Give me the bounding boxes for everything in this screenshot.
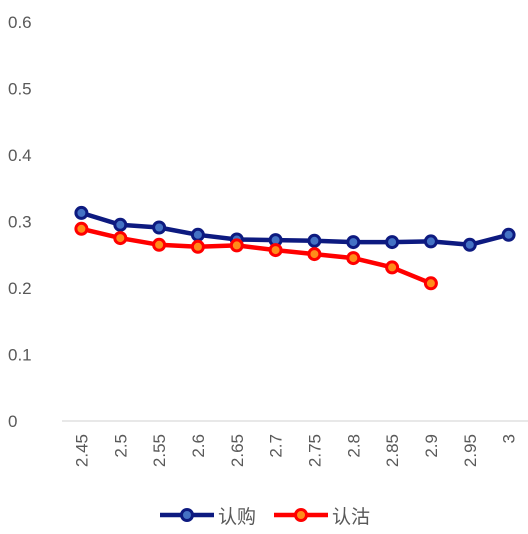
data-point [113, 231, 128, 246]
data-point [501, 227, 516, 242]
legend-label-call: 认购 [217, 506, 256, 528]
x-axis: 2.45 2.5 2.55 2.6 2.65 2.7 2.75 2.8 2.85 2.9 2.95 3 [72, 434, 518, 467]
legend-swatch-call [159, 508, 214, 522]
data-point [462, 237, 477, 252]
legend: 认购 认沽 [0, 502, 528, 528]
data-point [229, 238, 244, 253]
data-point [74, 205, 89, 220]
x-tick-label: 2.7 [267, 434, 286, 458]
data-point [307, 233, 322, 248]
x-tick-label: 2.85 [383, 434, 402, 467]
y-tick-label: 0.2 [8, 279, 32, 298]
legend-item-put: 认沽 [272, 502, 370, 529]
x-tick-label: 2.65 [228, 434, 247, 467]
data-point [190, 239, 205, 254]
x-tick-label: 2.95 [461, 434, 480, 467]
data-point [346, 251, 361, 266]
series-put [74, 221, 438, 291]
data-point [346, 235, 361, 250]
legend-item-call: 认购 [158, 502, 256, 529]
data-point [385, 260, 400, 275]
data-point [385, 235, 400, 250]
data-point [423, 276, 438, 291]
data-point [190, 227, 205, 242]
data-point [307, 247, 322, 262]
data-point [74, 221, 89, 236]
x-tick-label: 2.45 [72, 434, 91, 467]
series-line [79, 226, 434, 286]
data-point [152, 237, 167, 252]
x-tick-label: 2.9 [422, 434, 441, 458]
data-point [113, 217, 128, 232]
x-tick-label: 2.75 [305, 434, 324, 467]
legend-swatch-put [274, 508, 328, 522]
y-axis: 0 0.1 0.2 0.3 0.4 0.5 0.6 [8, 13, 32, 431]
y-tick-label: 0.6 [8, 13, 32, 32]
series-layer [74, 205, 516, 291]
x-tick-label: 2.5 [111, 434, 130, 458]
legend-label-put: 认沽 [332, 506, 371, 528]
x-tick-label: 2.8 [344, 434, 363, 458]
x-tick-label: 2.6 [189, 434, 208, 458]
x-tick-label: 2.55 [150, 434, 169, 467]
data-point [268, 243, 283, 258]
y-tick-label: 0.4 [8, 146, 32, 165]
y-tick-label: 0.5 [8, 80, 32, 99]
data-point [152, 220, 167, 235]
y-tick-label: 0 [8, 412, 17, 431]
data-point [423, 234, 438, 249]
series-line [79, 210, 511, 248]
y-tick-label: 0.3 [8, 213, 32, 232]
y-tick-label: 0.1 [8, 346, 32, 365]
x-tick-label: 3 [500, 434, 519, 443]
